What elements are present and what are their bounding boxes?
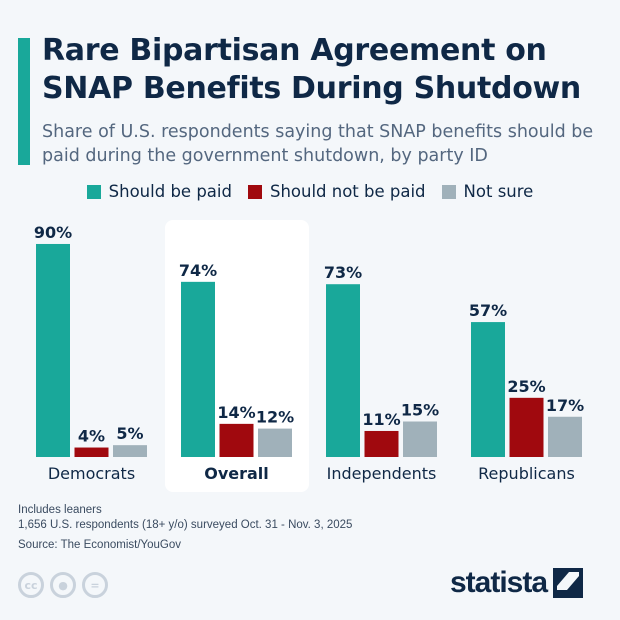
legend-swatch: [441, 184, 456, 199]
bar-overall-2: [258, 428, 292, 457]
source: Source: The Economist/YouGov: [18, 539, 182, 551]
data-label: 57%: [469, 301, 507, 320]
data-label: 25%: [507, 377, 545, 396]
data-label: 15%: [401, 400, 439, 419]
attribution-icon[interactable]: ●: [50, 572, 76, 598]
legend-item: Not sure: [441, 182, 534, 201]
data-label: 90%: [34, 223, 72, 242]
category-label: Republicans: [478, 464, 575, 483]
legend-item: Should not be paid: [247, 182, 426, 201]
bar-independents-0: [326, 284, 360, 457]
license-icons: cc ● =: [18, 572, 108, 598]
note-leaners: Includes leaners: [18, 504, 102, 516]
bar-chart: 90% 4% 5% Democrats 74% 14% 12% Overall 73% 11% 15…: [34, 223, 584, 483]
note-sample: 1,656 U.S. respondents (18+ y/o) surveye…: [18, 519, 353, 531]
category-label: Democrats: [48, 464, 135, 483]
bar-overall-0: [181, 281, 215, 457]
data-label: 5%: [116, 424, 143, 443]
legend-label: Should be paid: [108, 182, 232, 201]
legend-swatch: [247, 184, 262, 199]
bar-independents-2: [403, 421, 437, 457]
bar-republicans-2: [548, 416, 582, 457]
data-label: 4%: [78, 427, 105, 446]
bar-democrats-1: [74, 447, 109, 457]
page-title: Rare Bipartisan Agreement on SNAP Benefi…: [42, 33, 581, 106]
legend-label: Should not be paid: [269, 182, 426, 201]
cc-icon[interactable]: cc: [18, 572, 44, 598]
legend-label: Not sure: [463, 182, 534, 201]
data-label: 73%: [324, 263, 362, 282]
legend: Should be paid Should not be paid Not sure: [0, 182, 620, 201]
legend-item: Should be paid: [86, 182, 232, 201]
bar-republicans-1: [509, 397, 544, 457]
bar-republicans-0: [471, 322, 505, 457]
category-label: Overall: [204, 464, 269, 483]
bar-overall-1: [219, 423, 254, 457]
bar-democrats-2: [113, 445, 147, 457]
data-label: 14%: [217, 403, 255, 422]
no-derivatives-icon[interactable]: =: [82, 572, 108, 598]
category-label: Independents: [327, 464, 437, 483]
statista-mark-icon: [553, 568, 584, 598]
data-label: 74%: [179, 261, 217, 280]
page-subtitle: Share of U.S. respondents saying that SN…: [42, 122, 594, 166]
logo-text: statista: [450, 566, 548, 599]
footer-notes: Includes leaners 1,656 U.S. respondents …: [18, 503, 352, 553]
bar-independents-1: [364, 430, 399, 457]
legend-swatch: [86, 184, 101, 199]
data-label: 12%: [256, 408, 294, 427]
title-accent-bar: [18, 38, 30, 165]
statista-logo[interactable]: statista: [450, 566, 584, 600]
bar-democrats-0: [36, 243, 70, 457]
data-label: 11%: [362, 410, 400, 429]
data-label: 17%: [546, 396, 584, 415]
